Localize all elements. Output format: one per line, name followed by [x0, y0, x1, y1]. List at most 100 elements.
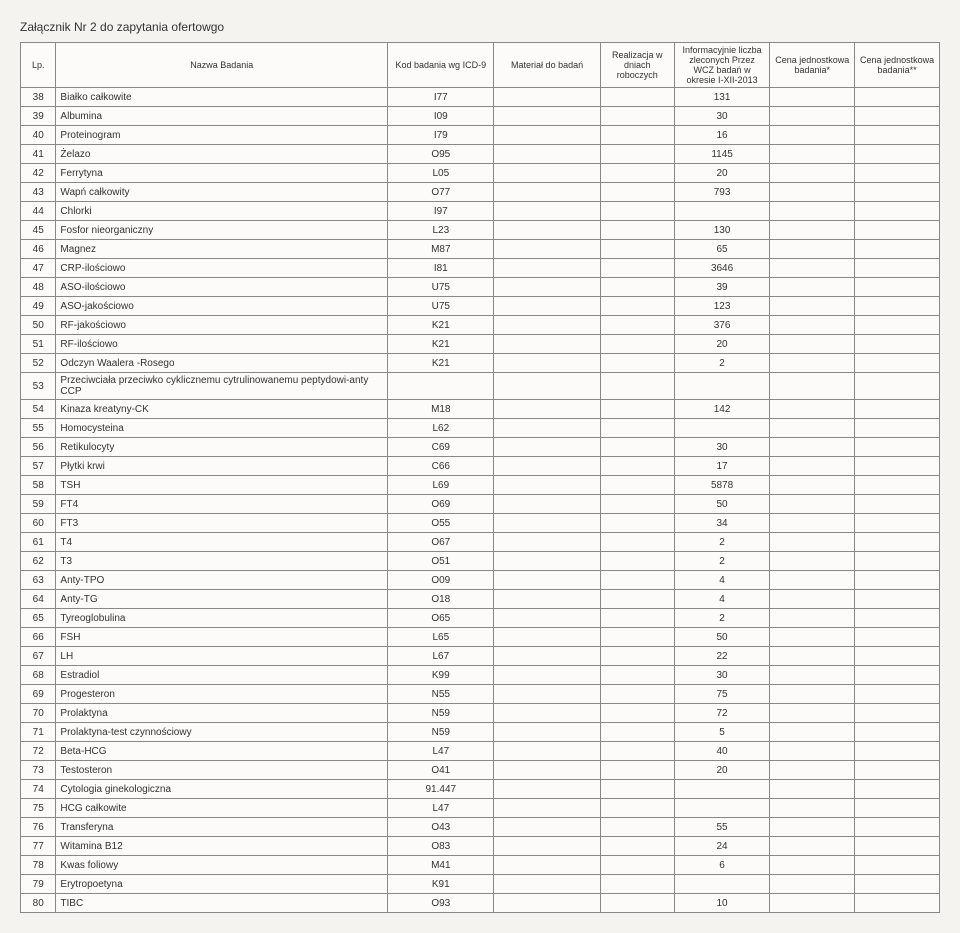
cell-info: [674, 419, 770, 438]
cell-info: 50: [674, 628, 770, 647]
cell-price1: [770, 552, 855, 571]
cell-material: [494, 202, 600, 221]
cell-name: FT4: [56, 495, 388, 514]
cell-price1: [770, 647, 855, 666]
cell-info: 22: [674, 647, 770, 666]
cell-lp: 64: [21, 590, 56, 609]
cell-icd: O65: [388, 609, 494, 628]
cell-info: [674, 780, 770, 799]
cell-price1: [770, 666, 855, 685]
cell-info: 6: [674, 856, 770, 875]
cell-info: 5878: [674, 476, 770, 495]
cell-realization: [600, 419, 674, 438]
cell-realization: [600, 145, 674, 164]
cell-lp: 58: [21, 476, 56, 495]
cell-name: RF-ilościowo: [56, 335, 388, 354]
cell-material: [494, 164, 600, 183]
cell-price2: [855, 628, 940, 647]
cell-realization: [600, 742, 674, 761]
cell-name: Ferrytyna: [56, 164, 388, 183]
cell-icd: L65: [388, 628, 494, 647]
cell-name: HCG całkowite: [56, 799, 388, 818]
cell-name: Magnez: [56, 240, 388, 259]
cell-price1: [770, 297, 855, 316]
cell-realization: [600, 259, 674, 278]
cell-name: LH: [56, 647, 388, 666]
cell-price2: [855, 666, 940, 685]
cell-info: 30: [674, 438, 770, 457]
cell-info: 34: [674, 514, 770, 533]
cell-material: [494, 278, 600, 297]
cell-price2: [855, 240, 940, 259]
cell-price2: [855, 164, 940, 183]
cell-price1: [770, 438, 855, 457]
cell-info: [674, 202, 770, 221]
cell-name: Prolaktyna-test czynnościowy: [56, 723, 388, 742]
cell-icd: I79: [388, 126, 494, 145]
cell-icd: L23: [388, 221, 494, 240]
cell-realization: [600, 894, 674, 913]
cell-icd: U75: [388, 278, 494, 297]
cell-info: 376: [674, 316, 770, 335]
cell-info: 40: [674, 742, 770, 761]
table-row: 45Fosfor nieorganicznyL23130: [21, 221, 940, 240]
cell-info: 30: [674, 107, 770, 126]
cell-price1: [770, 742, 855, 761]
cell-lp: 70: [21, 704, 56, 723]
cell-realization: [600, 590, 674, 609]
cell-lp: 56: [21, 438, 56, 457]
cell-price2: [855, 837, 940, 856]
cell-lp: 77: [21, 837, 56, 856]
cell-lp: 41: [21, 145, 56, 164]
cell-realization: [600, 278, 674, 297]
cell-lp: 55: [21, 419, 56, 438]
table-row: 79ErytropoetynaK91: [21, 875, 940, 894]
cell-realization: [600, 818, 674, 837]
cell-price2: [855, 590, 940, 609]
cell-price2: [855, 552, 940, 571]
cell-name: Progesteron: [56, 685, 388, 704]
cell-name: Albumina: [56, 107, 388, 126]
cell-realization: [600, 457, 674, 476]
cell-price2: [855, 723, 940, 742]
cell-realization: [600, 335, 674, 354]
table-row: 52Odczyn Waalera -RosegoK212: [21, 354, 940, 373]
cell-icd: C69: [388, 438, 494, 457]
cell-lp: 38: [21, 88, 56, 107]
cell-realization: [600, 647, 674, 666]
cell-price1: [770, 202, 855, 221]
table-row: 80TIBCO9310: [21, 894, 940, 913]
table-row: 59FT4O6950: [21, 495, 940, 514]
cell-name: Kinaza kreatyny-CK: [56, 400, 388, 419]
cell-price2: [855, 799, 940, 818]
cell-material: [494, 400, 600, 419]
cell-lp: 73: [21, 761, 56, 780]
cell-info: 793: [674, 183, 770, 202]
cell-lp: 60: [21, 514, 56, 533]
col-name: Nazwa Badania: [56, 43, 388, 88]
table-row: 75HCG całkowiteL47: [21, 799, 940, 818]
cell-icd: M41: [388, 856, 494, 875]
cell-info: 20: [674, 164, 770, 183]
cell-price2: [855, 894, 940, 913]
cell-name: Prolaktyna: [56, 704, 388, 723]
cell-material: [494, 514, 600, 533]
cell-realization: [600, 875, 674, 894]
cell-material: [494, 533, 600, 552]
cell-realization: [600, 438, 674, 457]
cell-icd: K21: [388, 354, 494, 373]
cell-price2: [855, 761, 940, 780]
cell-info: 130: [674, 221, 770, 240]
cell-price2: [855, 107, 940, 126]
table-row: 74Cytologia ginekologiczna91.447: [21, 780, 940, 799]
table-row: 64Anty-TGO184: [21, 590, 940, 609]
cell-icd: O51: [388, 552, 494, 571]
cell-icd: O69: [388, 495, 494, 514]
col-c1: Cena jednostkowa badania*: [770, 43, 855, 88]
cell-name: Odczyn Waalera -Rosego: [56, 354, 388, 373]
cell-material: [494, 837, 600, 856]
cell-realization: [600, 495, 674, 514]
cell-lp: 51: [21, 335, 56, 354]
cell-realization: [600, 609, 674, 628]
cell-price2: [855, 704, 940, 723]
